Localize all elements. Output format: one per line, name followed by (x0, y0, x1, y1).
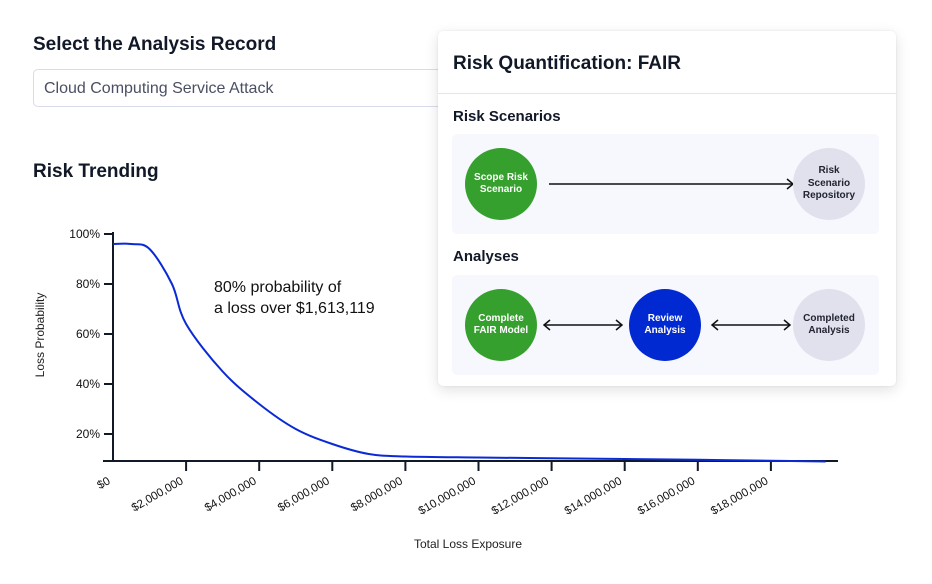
y-tick-label: 80% (76, 277, 100, 291)
annotation-line-2: a loss over $1,613,119 (214, 300, 375, 317)
double-arrow-icon (710, 319, 792, 331)
node-scope-risk-scenario[interactable]: Scope Risk Scenario (465, 148, 537, 220)
risk-scenarios-flow: Scope Risk Scenario Risk Scenario Reposi… (452, 134, 879, 234)
risk-scenarios-title: Risk Scenarios (453, 108, 561, 125)
analyses-flow: Complete FAIR Model Review Analysis Comp… (452, 275, 879, 375)
x-tick-label: $10,000,000 (417, 475, 478, 517)
y-axis-label: Loss Probability (33, 293, 47, 378)
arrow-right-icon (549, 178, 795, 190)
x-tick-label: $0 (95, 475, 112, 492)
y-tick-label: 20% (76, 427, 100, 441)
double-arrow-icon (542, 319, 624, 331)
x-axis: $0 $2,000,000 $4,000,000 $6,000,000 $8,000,0… (95, 460, 838, 518)
y-tick-label: 100% (69, 227, 100, 241)
node-complete-fair-model[interactable]: Complete FAIR Model (465, 289, 537, 361)
y-tick-label: 60% (76, 327, 100, 341)
x-axis-label: Total Loss Exposure (414, 537, 522, 551)
y-tick-label: 40% (76, 377, 100, 391)
card-title: Risk Quantification: FAIR (453, 53, 682, 74)
fair-card: Risk Quantification: FAIR Risk Scenarios… (438, 31, 896, 386)
loss-exceedance-curve (112, 242, 826, 463)
analyses-title: Analyses (453, 248, 519, 265)
select-record-label: Select the Analysis Record (33, 34, 277, 55)
node-review-analysis[interactable]: Review Analysis (629, 289, 701, 361)
x-tick-label: $14,000,000 (563, 475, 624, 517)
risk-trending-title: Risk Trending (33, 161, 159, 182)
card-divider (438, 93, 896, 94)
x-tick-label: $2,000,000 (130, 475, 186, 514)
annotation-line-1: 80% probability of (214, 279, 342, 296)
analysis-record-value: Cloud Computing Service Attack (44, 80, 274, 97)
node-risk-scenario-repository[interactable]: Risk Scenario Repository (793, 148, 865, 220)
x-tick-label: $6,000,000 (276, 475, 332, 514)
y-axis: 20% 40% 60% 80% 100% (69, 227, 114, 461)
x-tick-label: $12,000,000 (490, 475, 551, 517)
x-tick-label: $16,000,000 (636, 475, 697, 517)
x-tick-label: $4,000,000 (203, 475, 259, 514)
node-completed-analysis[interactable]: Completed Analysis (793, 289, 865, 361)
x-tick-label: $18,000,000 (709, 475, 770, 517)
x-tick-label: $8,000,000 (349, 475, 405, 514)
